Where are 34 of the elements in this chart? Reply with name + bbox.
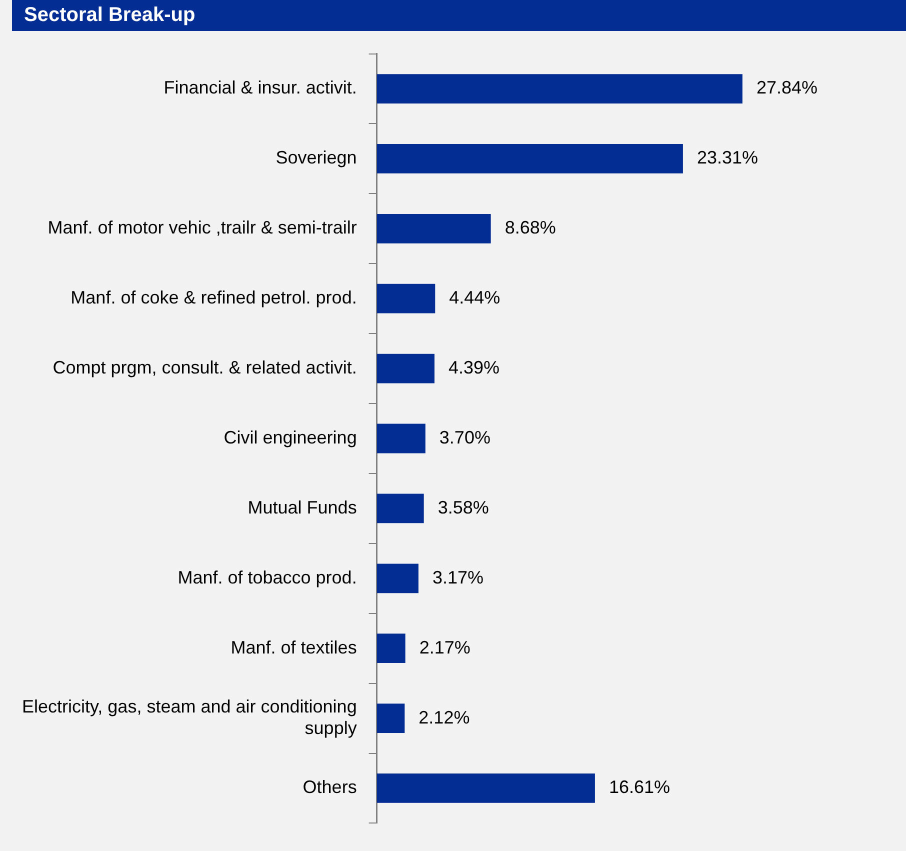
bar — [376, 144, 683, 174]
y-tick-label: Soveriegn — [276, 148, 357, 168]
data-label: 3.58% — [438, 497, 489, 518]
data-label: 2.12% — [418, 707, 470, 728]
data-label: 8.68% — [504, 218, 556, 238]
bar — [376, 774, 595, 803]
bar — [376, 214, 491, 244]
bar — [376, 74, 742, 104]
y-tick-label: Civil engineering — [224, 427, 357, 448]
bar — [376, 564, 418, 594]
y-tick-label: Manf. of tobacco prod. — [178, 567, 357, 588]
bar — [376, 354, 434, 384]
data-label: 16.61% — [608, 777, 670, 798]
bar — [376, 494, 424, 524]
data-label: 3.17% — [432, 567, 484, 588]
data-label: 2.17% — [419, 637, 470, 658]
y-tick-label: Manf. of coke & refined petrol. prod. — [70, 288, 357, 308]
data-label: 27.84% — [756, 78, 818, 98]
bar — [376, 284, 436, 314]
data-label: 4.44% — [449, 288, 500, 308]
data-label: 4.39% — [448, 358, 500, 378]
y-tick-label: Electricity, gas, steam and air conditioning supply — [22, 696, 357, 738]
data-label: 3.70% — [439, 427, 490, 448]
y-tick-label: Manf. of motor vehic ,trailr & semi-trailr — [48, 218, 357, 238]
y-tick-label: Financial & insur. activit. — [164, 78, 357, 98]
bar — [376, 634, 406, 664]
y-tick-label: Manf. of textiles — [230, 637, 357, 658]
y-tick-label: Compt prgm, consult. & related activit. — [52, 358, 357, 378]
bar — [376, 424, 426, 454]
data-label: 23.31% — [696, 148, 758, 168]
bar — [376, 704, 405, 733]
y-tick-label: Mutual Funds — [248, 497, 357, 518]
y-tick-label: Others — [302, 777, 357, 798]
text: Sectoral Break-up — [12, 0, 906, 31]
